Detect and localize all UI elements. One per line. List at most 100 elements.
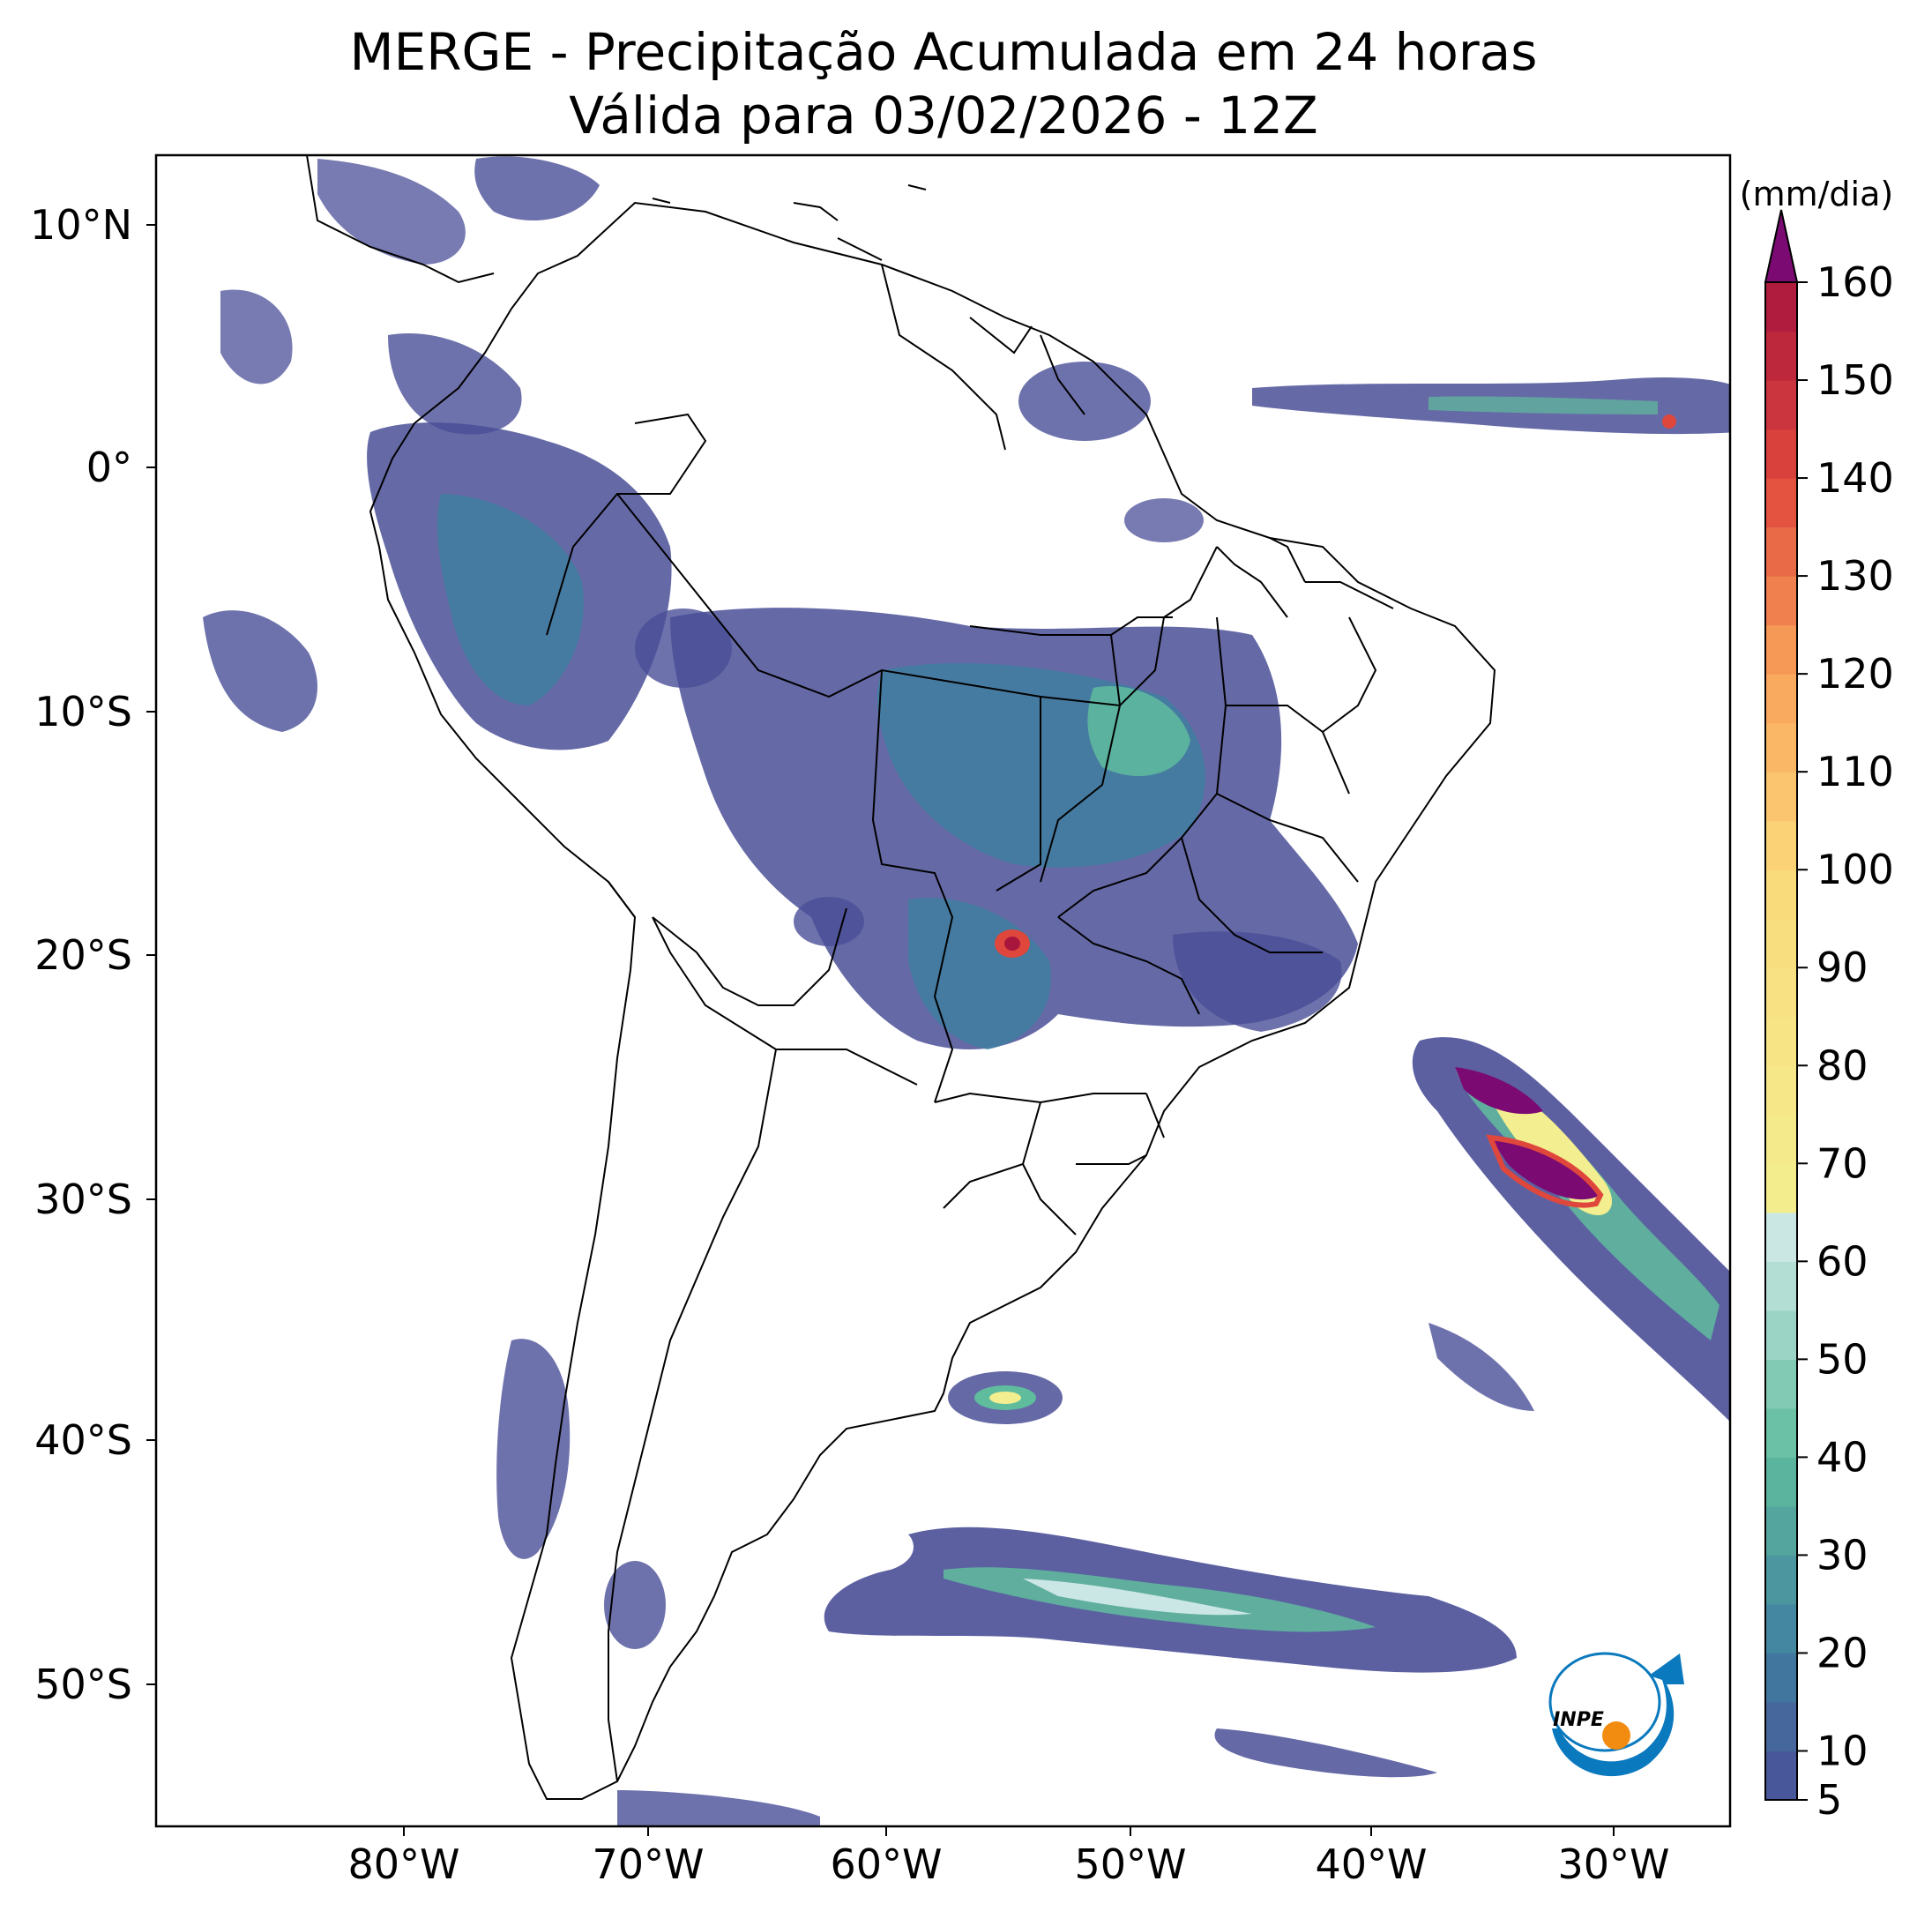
colorbar-frame xyxy=(1764,281,1798,1801)
latitude-labels: 10°N 0° 10°S 20°S 30°S 40°S 50°S xyxy=(30,201,132,1708)
rain-area-central-brazil-green xyxy=(1087,686,1190,776)
rain-max-itcz xyxy=(1662,414,1676,429)
colorbar-bin xyxy=(1765,1163,1797,1213)
colorbar-bin xyxy=(1765,1457,1797,1507)
logo-sun-icon xyxy=(1602,1721,1630,1750)
colorbar-tick-label: 50 xyxy=(1816,1335,1869,1383)
logo-arrow-icon xyxy=(1552,1653,1684,1777)
colorbar-tick-label: 60 xyxy=(1816,1237,1869,1285)
colorbar-tick-label: 110 xyxy=(1816,748,1894,795)
colorbar-bin xyxy=(1765,674,1797,724)
colorbar-bin xyxy=(1765,282,1797,332)
latitude-axis xyxy=(146,224,156,1685)
country-borders xyxy=(546,264,1165,1782)
rain-area-pacific-north xyxy=(220,289,293,384)
lon-label: 50°W xyxy=(1074,1840,1186,1888)
rain-area-amazon-west-core xyxy=(436,494,584,705)
rain-area-patagonia-west xyxy=(604,1561,666,1649)
colorbar-tick-label: 10 xyxy=(1816,1727,1869,1774)
colorbar-bin xyxy=(1765,1505,1797,1556)
colorbar-tick-label: 130 xyxy=(1816,552,1894,600)
colorbar-bin xyxy=(1765,1310,1797,1360)
rain-area-south-tip xyxy=(1214,1728,1437,1778)
colorbar-bin xyxy=(1765,1701,1797,1752)
colorbar-tick-label: 20 xyxy=(1816,1629,1869,1676)
lat-label: 20°S xyxy=(34,931,132,979)
colorbar-bin xyxy=(1765,1751,1797,1801)
colorbar-tick-label: 120 xyxy=(1816,650,1894,698)
colorbar-bin xyxy=(1765,1114,1797,1164)
central-america xyxy=(306,155,495,284)
map-frame xyxy=(154,153,1732,1828)
lon-label: 60°W xyxy=(830,1840,942,1888)
coastlines-borders xyxy=(306,155,1496,1800)
colorbar-tick-label: 40 xyxy=(1816,1433,1869,1481)
colorbar-bin xyxy=(1765,820,1797,870)
colorbar-ticks: 510 20 30 40 50 60 70 80 90 100 110 120 130 140 150 160 xyxy=(1797,258,1894,1824)
lat-label: 10°N xyxy=(30,201,132,249)
rain-area-caribbean xyxy=(317,159,466,265)
colorbar-unit: (mm/dia) xyxy=(1740,175,1893,213)
rain-area-amapa xyxy=(1018,362,1151,441)
colorbar-bin xyxy=(1765,478,1797,528)
map-title-line2: Válida para 03/02/2026 - 12Z xyxy=(569,86,1318,146)
lon-label: 30°W xyxy=(1557,1840,1669,1888)
colorbar-tick-label: 30 xyxy=(1816,1531,1869,1579)
colorbar-tick-label: 100 xyxy=(1816,846,1894,893)
rain-area-south-atlantic-bands xyxy=(1428,1323,1534,1411)
colorbar-bin xyxy=(1765,722,1797,773)
rain-area-chile-south xyxy=(496,1339,571,1559)
colorbar-tick-label: 70 xyxy=(1816,1139,1869,1187)
colorbar-tick-label: 150 xyxy=(1816,356,1894,404)
rain-area-bolivia xyxy=(794,897,864,946)
rain-area-tierra-del-fuego xyxy=(617,1790,820,1826)
colorbar-bin xyxy=(1765,1212,1797,1262)
south-america-coastline xyxy=(369,201,1496,1800)
longitude-axis xyxy=(403,1826,1615,1836)
colorbar-tick-label: 90 xyxy=(1816,944,1869,991)
colorbar-tick-label: 80 xyxy=(1816,1041,1869,1089)
colorbar-bin xyxy=(1765,918,1797,968)
colorbar-tick-label: 5 xyxy=(1816,1776,1842,1824)
lat-label: 40°S xyxy=(34,1416,132,1464)
colorbar-bin xyxy=(1765,1555,1797,1605)
colorbar-tick-label: 160 xyxy=(1816,258,1894,306)
caribbean-islands xyxy=(652,184,927,261)
map-panel xyxy=(154,153,1732,1828)
colorbar-bin xyxy=(1765,380,1797,430)
colorbar-bin xyxy=(1765,1359,1797,1409)
lat-label: 0° xyxy=(86,444,132,491)
lon-label: 40°W xyxy=(1315,1840,1427,1888)
lat-label: 30°S xyxy=(34,1176,132,1223)
lat-label: 10°S xyxy=(34,688,132,735)
colorbar-bin xyxy=(1765,1603,1797,1654)
rain-area-acre xyxy=(635,608,732,688)
longitude-labels: 80°W 70°W 60°W 50°W 40°W 30°W xyxy=(347,1840,1669,1888)
colorbar-bin xyxy=(1765,429,1797,479)
colorbar-bins xyxy=(1765,282,1797,1801)
precipitation-field xyxy=(203,156,1730,1826)
map-title-line1: MERGE - Precipitação Acumulada em 24 hor… xyxy=(349,22,1538,82)
rain-max-south-atlantic-1 xyxy=(1455,1067,1543,1115)
brazil-state-borders xyxy=(969,537,1394,1235)
rain-area-pacific-west xyxy=(203,610,317,732)
lon-label: 70°W xyxy=(592,1840,704,1888)
rain-area-south-atlantic-front xyxy=(1412,1037,1730,1422)
colorbar-bin xyxy=(1765,331,1797,381)
colorbar-bin xyxy=(1765,1653,1797,1703)
colorbar-bin xyxy=(1765,967,1797,1018)
colorbar-bin xyxy=(1765,1407,1797,1458)
rain-area-southeast xyxy=(1173,931,1342,1032)
logo-text: INPE xyxy=(1553,1709,1604,1731)
inpe-logo: INPE xyxy=(1548,1652,1684,1777)
colorbar-bin xyxy=(1765,576,1797,626)
colorbar-bin xyxy=(1765,772,1797,822)
colorbar-bin xyxy=(1765,526,1797,577)
colorbar-bin xyxy=(1765,624,1797,675)
lon-label: 80°W xyxy=(347,1840,459,1888)
colorbar-bin xyxy=(1765,1016,1797,1066)
rain-area-colombia xyxy=(388,333,522,435)
colorbar: (mm/dia) 510 20 30 40 50 60 70 80 90 100 110 120 130… xyxy=(1740,175,1894,1824)
lat-label: 50°S xyxy=(34,1661,132,1708)
